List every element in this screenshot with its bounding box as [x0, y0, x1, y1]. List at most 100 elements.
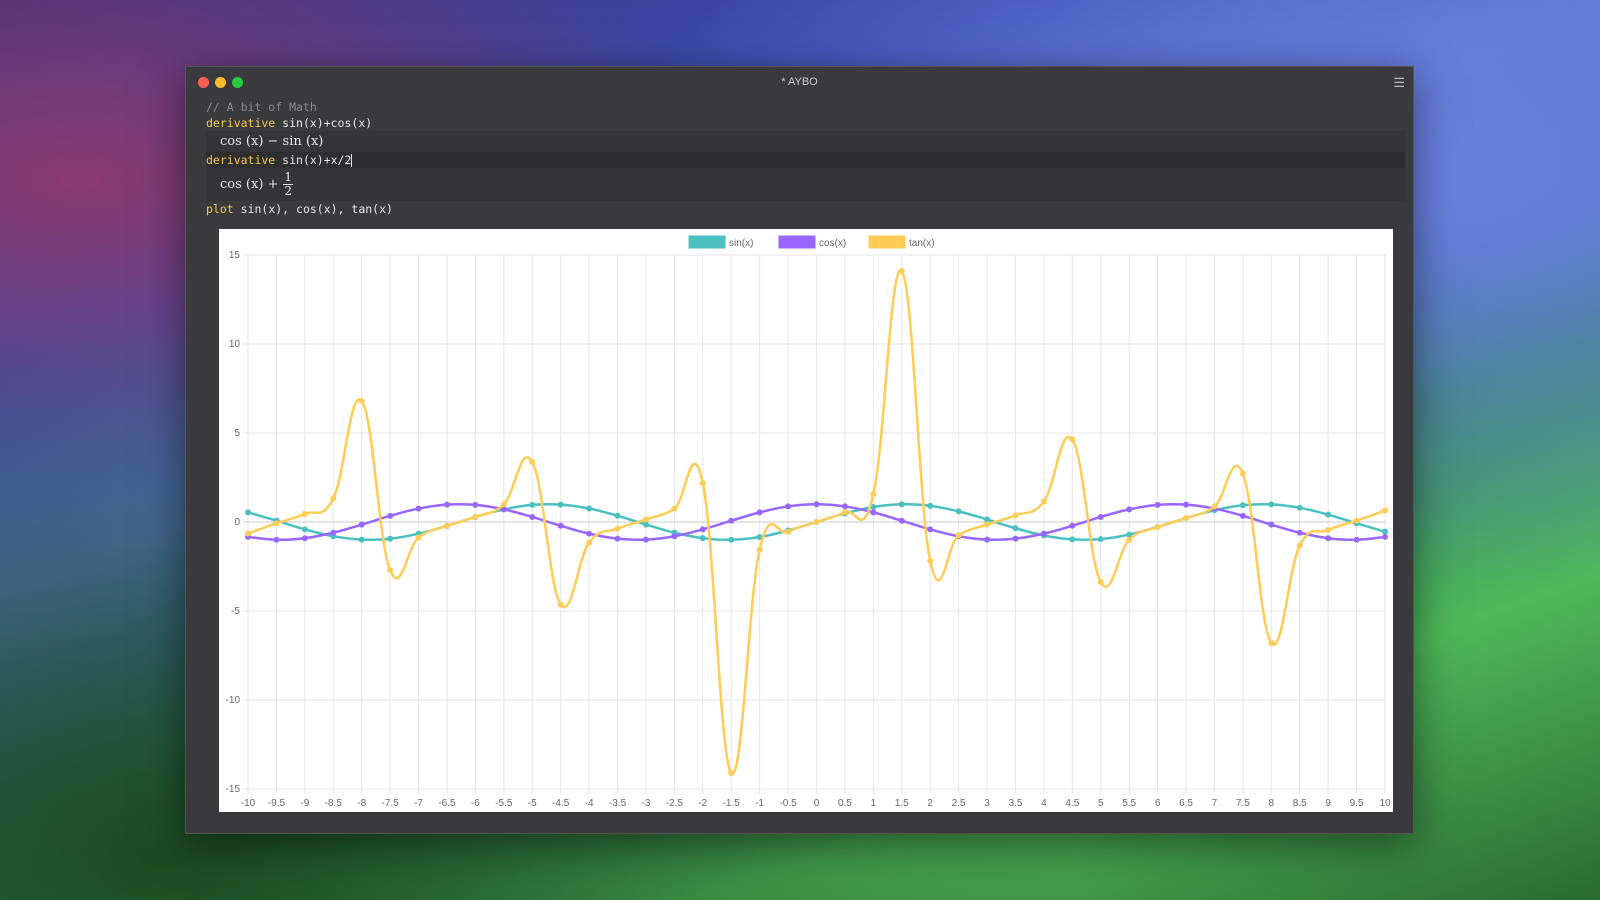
x-tick-label: -3: [641, 798, 650, 809]
keyword: derivative: [206, 116, 276, 130]
result-1: cos (x) − sin (x): [206, 131, 1405, 152]
code-editor[interactable]: // A bit of Math derivative sin(x)+cos(x…: [206, 99, 1405, 217]
x-tick-label: -9.5: [268, 798, 286, 809]
x-tick-label: 0: [814, 798, 820, 809]
data-point: [728, 536, 735, 543]
x-tick-label: -5.5: [495, 798, 513, 809]
data-point: [1154, 501, 1161, 508]
data-point: [586, 505, 593, 512]
data-point: [387, 535, 394, 542]
data-point: [1296, 529, 1303, 536]
data-point: [1183, 515, 1190, 522]
data-point: [1353, 536, 1360, 543]
data-point: [273, 520, 280, 527]
y-tick-label: 10: [229, 339, 241, 350]
data-point: [984, 516, 991, 523]
data-point: [614, 512, 621, 519]
data-point: [671, 505, 678, 512]
data-point: [699, 526, 706, 533]
data-point: [245, 509, 251, 516]
data-point: [415, 505, 422, 512]
x-tick-label: 2: [927, 798, 933, 809]
data-point: [330, 529, 337, 536]
data-point: [841, 503, 848, 510]
minimize-button[interactable]: [215, 77, 226, 88]
data-point: [870, 509, 877, 516]
data-point: [955, 508, 962, 515]
x-tick-label: -7: [414, 798, 423, 809]
data-point: [1069, 522, 1076, 529]
data-point: [443, 501, 450, 508]
keyword: plot: [206, 202, 234, 216]
data-point: [387, 567, 394, 574]
data-point: [1382, 528, 1388, 535]
x-tick-label: 5.5: [1122, 798, 1136, 809]
data-point: [1069, 436, 1076, 443]
data-point: [728, 769, 735, 776]
x-tick-label: -8.5: [325, 798, 343, 809]
data-point: [500, 506, 507, 513]
expression: sin(x), cos(x), tan(x): [233, 202, 393, 216]
data-point: [642, 536, 649, 543]
code-line-1[interactable]: derivative sin(x)+cos(x): [206, 115, 1405, 131]
data-point: [870, 491, 877, 498]
x-tick-label: -5: [528, 798, 537, 809]
data-point: [1268, 521, 1275, 528]
code-comment: // A bit of Math: [206, 100, 317, 114]
data-point: [273, 536, 280, 543]
data-point: [1097, 579, 1104, 586]
x-tick-label: -0.5: [779, 798, 797, 809]
data-point: [1012, 525, 1019, 532]
x-tick-label: 8: [1269, 798, 1275, 809]
x-tick-label: 8.5: [1293, 798, 1307, 809]
code-line-2[interactable]: derivative sin(x)+x/2: [206, 152, 1405, 168]
data-point: [443, 522, 450, 529]
data-point: [671, 533, 678, 540]
data-point: [301, 526, 308, 533]
data-point: [756, 546, 763, 553]
data-point: [557, 522, 564, 529]
data-point: [358, 521, 365, 528]
data-point: [927, 557, 934, 564]
window-controls: [198, 77, 243, 88]
data-point: [415, 534, 422, 541]
app-window: * AYBO ☰ // A bit of Math derivative sin…: [185, 66, 1414, 834]
x-tick-label: -1.5: [723, 798, 741, 809]
hamburger-menu-icon[interactable]: ☰: [1393, 75, 1405, 90]
data-point: [898, 517, 905, 524]
x-tick-label: -6: [471, 798, 480, 809]
data-point: [472, 501, 479, 508]
data-point: [301, 535, 308, 542]
window-title: * AYBO: [781, 76, 818, 88]
data-point: [387, 512, 394, 519]
data-point: [529, 501, 536, 508]
code-line-3[interactable]: plot sin(x), cos(x), tan(x): [206, 201, 1405, 217]
data-point: [557, 501, 564, 508]
data-point: [1268, 640, 1275, 647]
x-tick-label: 1: [871, 798, 877, 809]
data-point: [1296, 504, 1303, 511]
x-tick-label: -1: [755, 798, 764, 809]
data-point: [586, 539, 593, 546]
x-tick-label: -9: [300, 798, 309, 809]
x-tick-label: -8: [357, 798, 366, 809]
data-point: [699, 480, 706, 487]
close-button[interactable]: [198, 77, 209, 88]
data-point: [1069, 536, 1076, 543]
data-point: [728, 517, 735, 524]
data-point: [841, 509, 848, 516]
x-tick-label: -6.5: [438, 798, 456, 809]
data-point: [586, 530, 593, 537]
x-tick-label: 6.5: [1179, 798, 1193, 809]
x-tick-label: 0.5: [838, 798, 852, 809]
maximize-button[interactable]: [232, 77, 243, 88]
x-tick-label: 7.5: [1236, 798, 1250, 809]
y-tick-label: -5: [231, 606, 240, 617]
data-point: [1126, 531, 1133, 538]
data-point: [245, 530, 251, 537]
x-tick-label: 3: [984, 798, 990, 809]
data-point: [1239, 512, 1246, 519]
data-point: [1012, 535, 1019, 542]
data-point: [898, 501, 905, 508]
